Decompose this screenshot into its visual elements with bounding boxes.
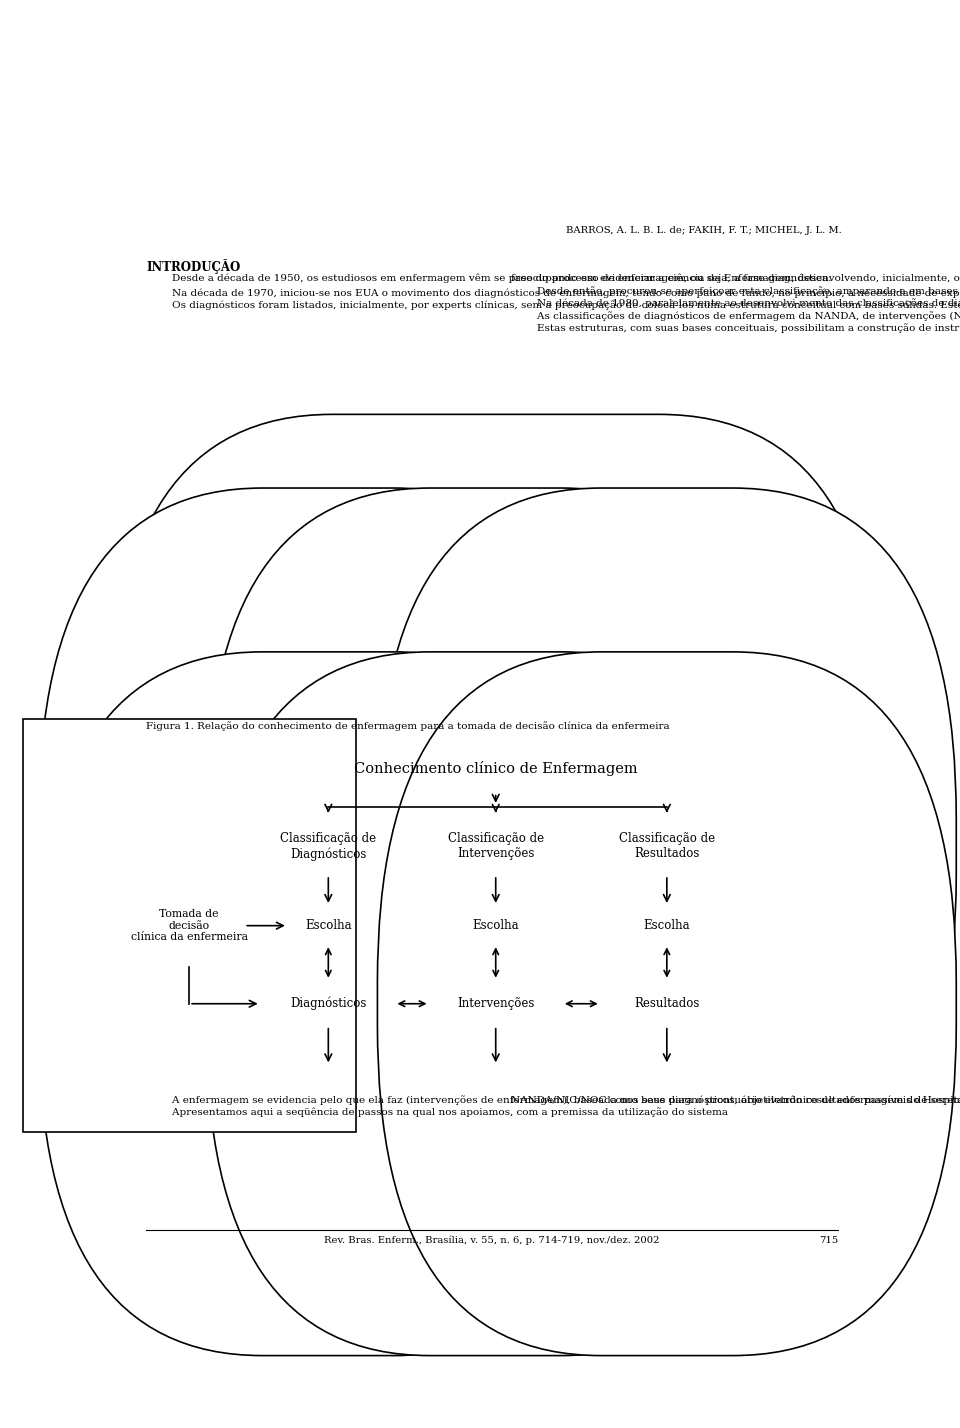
Text: NANDA/NIC/NOC como base para o prontuário eletrônico de enfermagem do Hospital S: NANDA/NIC/NOC como base para o prontuári…: [511, 1095, 960, 1105]
Text: Classificação de
Resultados: Classificação de Resultados: [619, 833, 715, 861]
FancyBboxPatch shape: [140, 687, 516, 1164]
FancyBboxPatch shape: [377, 488, 956, 1205]
FancyBboxPatch shape: [206, 488, 785, 1205]
Text: Diagnósticos: Diagnósticos: [290, 997, 367, 1011]
FancyBboxPatch shape: [22, 720, 356, 1132]
FancyBboxPatch shape: [39, 651, 617, 1355]
Text: Intervenções: Intervenções: [457, 997, 535, 1010]
FancyBboxPatch shape: [308, 687, 684, 1164]
Text: Conhecimento clínico de Enfermagem: Conhecimento clínico de Enfermagem: [354, 761, 637, 775]
Text: Figura 1. Relação do conhecimento de enfermagem para a tomada de decisão clínica: Figura 1. Relação do conhecimento de enf…: [146, 721, 670, 731]
Text: Escolha: Escolha: [643, 920, 690, 932]
FancyBboxPatch shape: [108, 414, 882, 1122]
Text: Escolha: Escolha: [305, 920, 351, 932]
Text: BARROS, A. L. B. L. de; FAKIH, F. T.; MICHEL, J. L. M.: BARROS, A. L. B. L. de; FAKIH, F. T.; MI…: [566, 226, 842, 236]
FancyBboxPatch shape: [479, 687, 854, 1164]
Text: Classificação de
Diagnósticos: Classificação de Diagnósticos: [280, 833, 376, 861]
Text: Rev. Bras. Enferm., Brasília, v. 55, n. 6, p. 714-719, nov./dez. 2002: Rev. Bras. Enferm., Brasília, v. 55, n. …: [324, 1235, 660, 1245]
Text: 715: 715: [819, 1235, 838, 1245]
Text: Classificação de
Intervenções: Classificação de Intervenções: [447, 833, 543, 861]
Text: Desde a década de 1950, os estudiosos em enfermagem vêm se preocupando em eviden: Desde a década de 1950, os estudiosos em…: [146, 274, 960, 310]
Text: Escolha: Escolha: [472, 920, 519, 932]
Text: A enfermagem se evidencia pelo que ela faz (intervenções de enfermagem), baseada: A enfermagem se evidencia pelo que ela f…: [146, 1095, 960, 1117]
FancyBboxPatch shape: [39, 488, 617, 1205]
FancyBboxPatch shape: [377, 651, 956, 1355]
Text: Tomada de
decisão
clínica da enfermeira: Tomada de decisão clínica da enfermeira: [131, 910, 248, 942]
Text: Resultados: Resultados: [635, 997, 700, 1010]
FancyBboxPatch shape: [206, 651, 785, 1355]
Text: INTRODUÇÃO: INTRODUÇÃO: [146, 260, 240, 274]
Text: fase do processo de enfermagem, ou seja, a fase diagnóstica.
        Desde então: fase do processo de enfermagem, ou seja,…: [511, 274, 960, 333]
